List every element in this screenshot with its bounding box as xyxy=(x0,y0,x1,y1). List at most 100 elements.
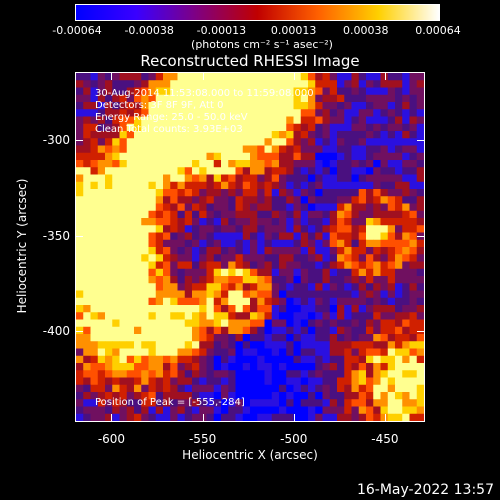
heatmap-pixel xyxy=(206,290,215,299)
heatmap-pixel xyxy=(83,355,91,364)
heatmap-pixel xyxy=(337,297,345,306)
heatmap-pixel xyxy=(337,319,345,328)
heatmap-pixel xyxy=(235,203,244,212)
heatmap-pixel xyxy=(257,167,265,175)
heatmap-pixel xyxy=(308,348,316,357)
heatmap-pixel xyxy=(242,312,251,320)
heatmap-pixel xyxy=(221,109,229,117)
heatmap-pixel xyxy=(257,392,265,400)
heatmap-pixel xyxy=(134,94,142,103)
heatmap-pixel xyxy=(250,254,258,262)
heatmap-pixel xyxy=(257,254,265,262)
heatmap-pixel xyxy=(279,189,287,197)
heatmap-pixel xyxy=(148,261,157,270)
heatmap-pixel xyxy=(329,196,338,204)
heatmap-pixel xyxy=(199,189,207,197)
heatmap-pixel xyxy=(402,160,410,168)
heatmap-pixel xyxy=(416,319,424,328)
heatmap-pixel xyxy=(235,160,244,168)
heatmap-pixel xyxy=(409,247,418,255)
heatmap-pixel xyxy=(293,80,302,88)
heatmap-pixel xyxy=(206,87,215,96)
heatmap-pixel xyxy=(416,203,424,212)
heatmap-pixel xyxy=(141,283,149,291)
heatmap-pixel xyxy=(221,377,229,386)
heatmap-pixel xyxy=(373,94,381,103)
heatmap-pixel xyxy=(184,73,193,81)
heatmap-pixel xyxy=(206,384,215,393)
heatmap-pixel xyxy=(90,116,99,125)
heatmap-pixel xyxy=(228,334,236,342)
heatmap-pixel xyxy=(83,341,91,349)
heatmap-pixel xyxy=(119,283,128,291)
heatmap-pixel xyxy=(250,203,258,212)
heatmap-pixel xyxy=(315,102,323,110)
heatmap-pixel xyxy=(221,413,229,421)
heatmap-pixel xyxy=(409,138,418,146)
heatmap-pixel xyxy=(134,218,142,226)
heatmap-pixel xyxy=(97,181,106,190)
heatmap-pixel xyxy=(134,406,142,415)
heatmap-pixel xyxy=(271,392,280,400)
heatmap-pixel xyxy=(213,297,222,306)
heatmap-pixel xyxy=(300,276,309,284)
heatmap-pixel xyxy=(402,290,410,299)
heatmap-pixel xyxy=(90,399,99,407)
heatmap-pixel xyxy=(105,232,113,241)
heatmap-pixel xyxy=(90,239,99,248)
heatmap-pixel xyxy=(351,305,360,313)
heatmap-pixel xyxy=(221,312,229,320)
heatmap-pixel xyxy=(83,181,91,190)
heatmap-pixel xyxy=(177,341,186,349)
heatmap-pixel xyxy=(155,152,164,161)
heatmap-pixel xyxy=(416,73,424,81)
heatmap-pixel xyxy=(90,363,99,371)
heatmap-pixel xyxy=(97,413,106,421)
heatmap-pixel xyxy=(242,370,251,378)
heatmap-pixel xyxy=(351,392,360,400)
heatmap-pixel xyxy=(409,334,418,342)
heatmap-pixel xyxy=(126,123,135,132)
heatmap-pixel xyxy=(119,152,128,161)
heatmap-pixel xyxy=(395,145,403,154)
heatmap-pixel xyxy=(358,138,367,146)
heatmap-pixel xyxy=(206,413,215,421)
heatmap-pixel xyxy=(199,370,207,378)
heatmap-pixel xyxy=(141,189,149,197)
heatmap-pixel xyxy=(402,131,410,139)
heatmap-pixel xyxy=(286,232,294,241)
heatmap-pixel xyxy=(155,102,164,110)
heatmap-pixel xyxy=(344,319,352,328)
heatmap-pixel xyxy=(337,406,345,415)
heatmap-pixel xyxy=(315,413,323,421)
heatmap-pixel xyxy=(199,319,207,328)
heatmap-pixel xyxy=(264,312,273,320)
heatmap-pixel xyxy=(83,225,91,233)
heatmap-pixel xyxy=(163,268,171,277)
heatmap-pixel xyxy=(387,73,396,81)
heatmap-pixel xyxy=(337,261,345,270)
heatmap-pixel xyxy=(177,384,186,393)
heatmap-pixel xyxy=(126,73,135,81)
heatmap-pixel xyxy=(83,283,91,291)
heatmap-pixel xyxy=(119,102,128,110)
heatmap-pixel xyxy=(134,392,142,400)
heatmap-pixel xyxy=(170,210,178,219)
heatmap-pixel xyxy=(286,116,294,125)
heatmap-pixel xyxy=(271,174,280,183)
heatmap-pixel xyxy=(322,261,331,270)
heatmap-pixel xyxy=(242,283,251,291)
heatmap-pixel xyxy=(300,109,309,117)
heatmap-pixel xyxy=(387,196,396,204)
heatmap-pixel xyxy=(416,102,424,110)
heatmap-pixel xyxy=(141,232,149,241)
heatmap-pixel xyxy=(322,131,331,139)
heatmap-pixel xyxy=(228,80,236,88)
heatmap-pixel xyxy=(235,326,244,335)
heatmap-pixel xyxy=(235,276,244,284)
heatmap-pixel xyxy=(221,73,229,81)
heatmap-pixel xyxy=(322,174,331,183)
heatmap-pixel xyxy=(148,377,157,386)
heatmap-pixel xyxy=(315,189,323,197)
heatmap-pixel xyxy=(235,370,244,378)
